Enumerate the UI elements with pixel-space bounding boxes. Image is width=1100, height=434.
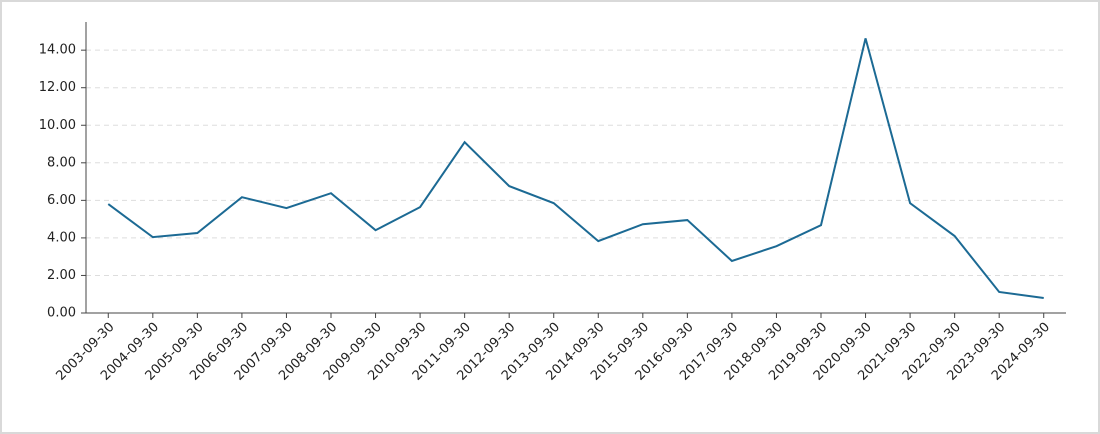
y-tick-label: 6.00 bbox=[47, 193, 76, 208]
line bbox=[107, 38, 1044, 299]
y-tick-label: 4.00 bbox=[47, 230, 76, 245]
y-tick-label: 2.00 bbox=[47, 268, 76, 283]
y-tick-label: 8.00 bbox=[47, 155, 76, 170]
y-tick-label: 14.00 bbox=[39, 43, 76, 58]
y-tick-label: 10.00 bbox=[39, 118, 76, 133]
y-tick-label: 0.00 bbox=[47, 306, 76, 321]
y-tick-label: 12.00 bbox=[39, 80, 76, 95]
